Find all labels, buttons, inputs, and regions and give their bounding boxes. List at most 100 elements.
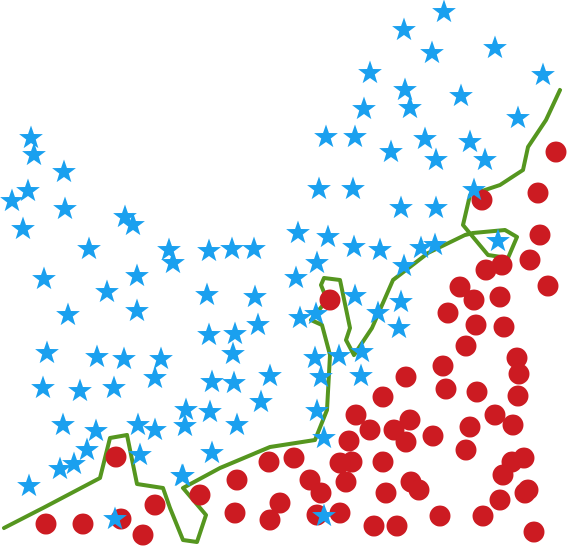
circle-point [459,416,481,438]
star-point [157,237,181,261]
circle-point [319,289,341,311]
circle-point [523,521,545,543]
circle-point [335,471,357,493]
circle-point [437,302,459,324]
circle-point [399,409,421,431]
star-point [286,220,310,244]
star-point [392,17,416,41]
star-point [483,35,507,59]
star-point [249,389,273,413]
star-point [314,124,338,148]
star-point [506,105,530,129]
star-point [473,147,497,171]
star-point [420,40,444,64]
circle-point [466,381,488,403]
circle-point [435,378,457,400]
boundary-line [2,88,562,544]
circle-point [537,275,559,297]
circle-point [224,502,246,524]
circle-point [259,509,281,531]
star-point [35,340,59,364]
star-point [75,437,99,461]
star-point [85,344,109,368]
circle-point [189,484,211,506]
circle-point [472,505,494,527]
star-point [327,343,351,367]
circle-point [455,439,477,461]
circle-point [432,355,454,377]
star-point [62,451,86,475]
circle-point [517,479,539,501]
star-point [198,399,222,423]
star-point [103,506,127,530]
star-point [149,346,173,370]
circle-point [375,482,397,504]
circle-point [484,404,506,426]
star-point [307,176,331,200]
star-series [0,0,555,530]
circle-point [519,249,541,271]
star-point [258,363,282,387]
star-point [458,129,482,153]
star-point [0,188,24,212]
circle-point [105,446,127,468]
star-point [393,77,417,101]
star-point [389,289,413,313]
star-point [128,442,152,466]
star-point [341,176,365,200]
circle-point [35,513,57,535]
star-point [349,363,373,387]
star-point [143,365,167,389]
circle-point [269,492,291,514]
star-point [366,300,390,324]
star-point [424,147,448,171]
star-point [77,236,101,260]
circle-point [372,451,394,473]
star-point [242,236,266,260]
star-point [432,0,456,23]
star-point [398,95,422,119]
star-point [225,412,249,436]
star-point [102,375,126,399]
star-point [84,418,108,442]
circle-point [493,316,515,338]
star-point [17,473,41,497]
star-point [174,397,198,421]
star-point [342,234,366,258]
star-point [350,339,374,363]
star-point [56,302,80,326]
star-point [343,283,367,307]
star-point [389,195,413,219]
star-point [413,126,437,150]
star-point [161,250,185,274]
star-point [32,266,56,290]
circle-point [475,259,497,281]
circle-point [329,502,351,524]
star-point [53,196,77,220]
circle-point [408,479,430,501]
star-point [343,124,367,148]
star-point [170,463,194,487]
circle-point [449,276,471,298]
star-point [16,178,40,202]
circle-point [395,366,417,388]
star-point [125,298,149,322]
star-point [68,378,92,402]
star-point [312,503,336,527]
star-point [121,212,145,236]
star-point [312,425,336,449]
star-point [19,125,43,149]
circle-point [489,286,511,308]
star-point [221,341,245,365]
circle-point [386,515,408,537]
circle-series [35,141,567,546]
circle-point [226,469,248,491]
circle-point [132,524,154,546]
star-point [11,216,35,240]
star-point [243,284,267,308]
star-point [486,228,510,252]
circle-point [463,289,485,311]
star-point [200,369,224,393]
circle-point [502,414,524,436]
